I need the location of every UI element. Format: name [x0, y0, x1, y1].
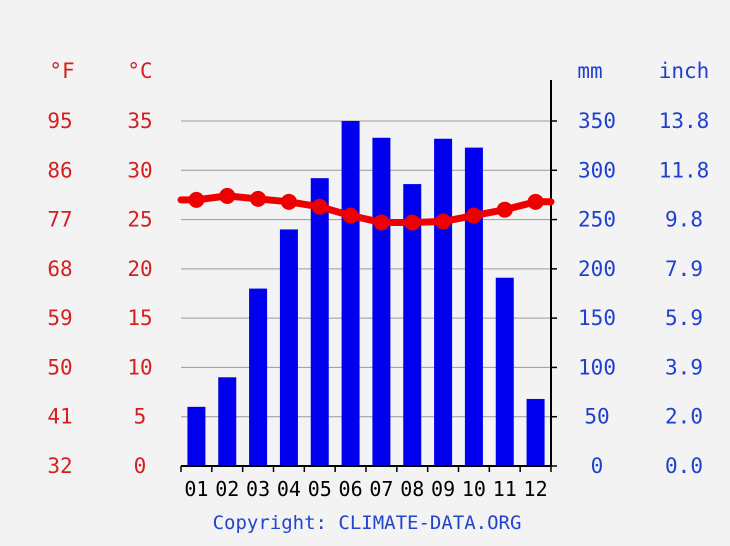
celsius-tick-label: 10 — [127, 355, 152, 379]
temperature-line — [177, 187, 555, 231]
temperature-point — [527, 193, 544, 210]
month-label: 09 — [431, 477, 455, 501]
celsius-tick-label: 25 — [127, 208, 152, 232]
month-label: 05 — [308, 477, 332, 501]
temperature-point — [435, 213, 452, 230]
mm-tick-label: 0 — [591, 454, 604, 478]
copyright-text: Copyright: CLIMATE-DATA.ORG — [213, 512, 522, 534]
month-label: 03 — [246, 477, 270, 501]
month-label: 12 — [524, 477, 548, 501]
month-label: 08 — [400, 477, 424, 501]
celsius-tick-label: 30 — [127, 158, 152, 182]
axes — [180, 80, 557, 472]
precipitation-bar — [279, 229, 298, 466]
temperature-point — [188, 191, 205, 208]
fahrenheit-tick-label: 32 — [47, 454, 72, 478]
celsius-tick-label: 0 — [134, 454, 147, 478]
mm-tick-label: 200 — [578, 257, 616, 281]
mm-unit-label: mm — [577, 59, 602, 83]
fahrenheit-tick-label: 86 — [47, 158, 72, 182]
inch-tick-label: 0.0 — [665, 454, 703, 478]
fahrenheit-tick-label: 77 — [47, 208, 72, 232]
month-label: 04 — [277, 477, 301, 501]
mm-tick-label: 150 — [578, 306, 616, 330]
month-label: 11 — [493, 477, 517, 501]
precipitation-bar — [310, 178, 329, 466]
inch-tick-label: 9.8 — [665, 208, 703, 232]
precipitation-bar — [187, 406, 206, 466]
temperature-point — [250, 190, 267, 207]
precipitation-bars — [187, 121, 545, 467]
fahrenheit-tick-label: 59 — [47, 306, 72, 330]
precipitation-bar — [403, 184, 422, 467]
mm-tick-label: 350 — [578, 109, 616, 133]
mm-tick-label: 250 — [578, 208, 616, 232]
mm-tick-label: 50 — [584, 405, 609, 429]
precipitation-bar — [495, 277, 514, 466]
fahrenheit-tick-label: 50 — [47, 355, 72, 379]
fahrenheit-tick-label: 41 — [47, 405, 72, 429]
precipitation-bar — [341, 121, 360, 466]
celsius-tick-label: 15 — [127, 306, 152, 330]
temperature-point — [465, 207, 482, 224]
celsius-tick-label: 20 — [127, 257, 152, 281]
temperature-point — [373, 214, 390, 231]
axis-labels: °F °C mm inch Copyright: CLIMATE-DATA.OR… — [47, 59, 709, 534]
mm-tick-label: 100 — [578, 355, 616, 379]
precipitation-bar — [434, 138, 453, 466]
month-label: 06 — [339, 477, 363, 501]
month-label: 01 — [184, 477, 208, 501]
precipitation-bar — [464, 147, 483, 466]
inch-tick-label: 11.8 — [659, 158, 710, 182]
temperature-line-path — [177, 192, 555, 226]
month-label: 07 — [369, 477, 393, 501]
month-label: 02 — [215, 477, 239, 501]
precipitation-bar — [372, 137, 391, 466]
mm-tick-label: 300 — [578, 158, 616, 182]
celsius-tick-label: 35 — [127, 109, 152, 133]
inch-tick-label: 13.8 — [659, 109, 710, 133]
celsius-tick-label: 5 — [134, 405, 147, 429]
precipitation-bar — [249, 288, 268, 466]
inch-tick-label: 5.9 — [665, 306, 703, 330]
fahrenheit-tick-label: 95 — [47, 109, 72, 133]
temperature-point — [219, 187, 236, 204]
precipitation-bar — [218, 377, 237, 466]
fahrenheit-unit-label: °F — [49, 59, 74, 83]
inch-tick-label: 2.0 — [665, 405, 703, 429]
temperature-point — [404, 214, 421, 231]
inch-unit-label: inch — [659, 59, 710, 83]
precipitation-bar — [526, 398, 545, 466]
month-label: 10 — [462, 477, 486, 501]
fahrenheit-tick-label: 68 — [47, 257, 72, 281]
temperature-point — [342, 207, 359, 224]
inch-tick-label: 3.9 — [665, 355, 703, 379]
celsius-unit-label: °C — [127, 59, 152, 83]
temperature-point — [280, 193, 297, 210]
grid-lines — [181, 120, 551, 418]
temperature-point — [311, 198, 328, 215]
inch-tick-label: 7.9 — [665, 257, 703, 281]
temperature-point — [496, 201, 513, 218]
